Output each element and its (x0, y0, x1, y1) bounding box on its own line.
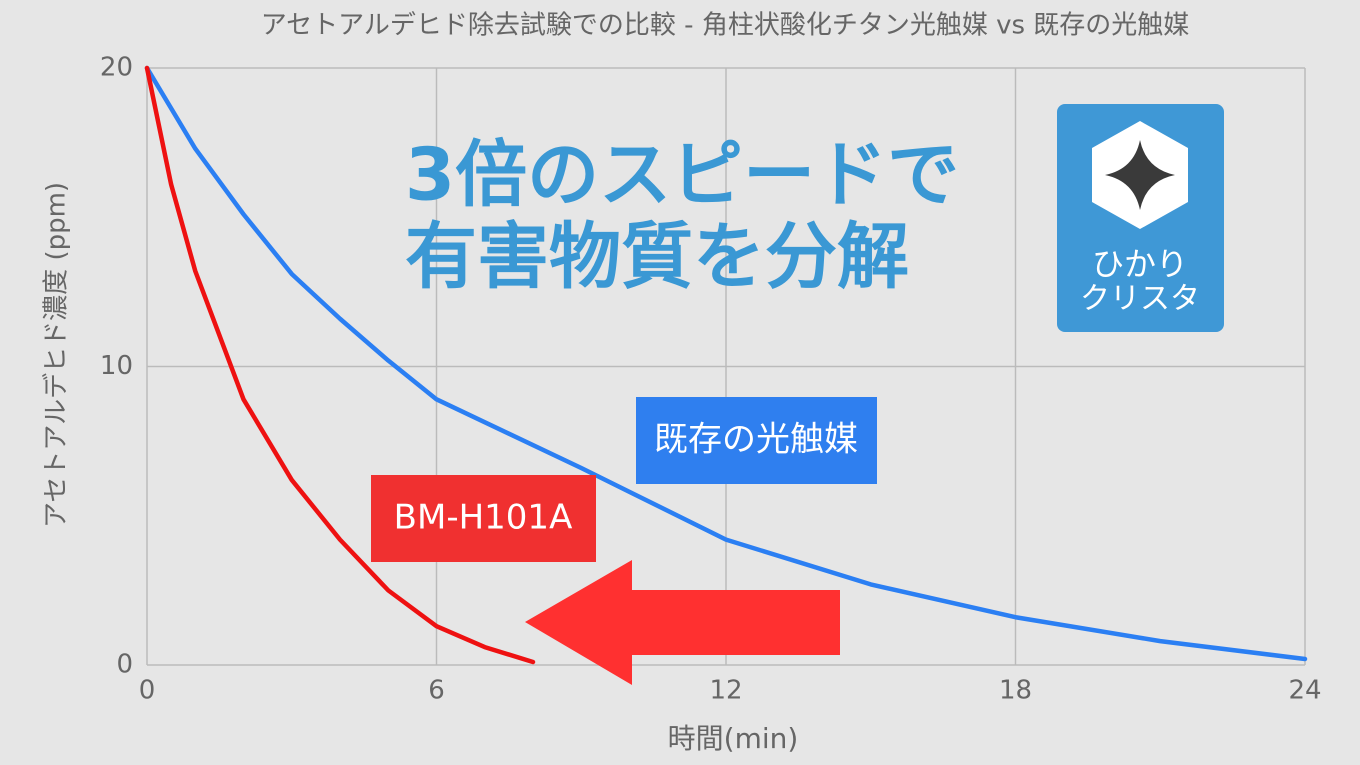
x-tick-label: 0 (139, 676, 156, 706)
x-tick-label: 24 (1288, 676, 1321, 706)
arrow (525, 560, 840, 685)
series-line (144, 65, 536, 665)
x-tick-label: 6 (428, 676, 445, 706)
series-label: 既存の光触媒 (654, 420, 858, 460)
logo-text: クリスタ (1080, 282, 1200, 317)
headline: 3倍のスピードで (405, 133, 959, 217)
label-box (636, 397, 877, 484)
grid: 0 6 12 18 24 0 10 20 (100, 53, 1322, 706)
lines (144, 65, 1308, 665)
logo: ひかり クリスタ (1057, 104, 1224, 332)
series-line (144, 65, 1308, 662)
x-tick-label: 18 (999, 676, 1032, 706)
y-axis-label: アセトアルデヒド濃度 (ppm) (42, 182, 72, 528)
y-tick-label: 10 (100, 351, 133, 381)
y-tick-label: 0 (116, 650, 133, 680)
series-label: BM-H101A (394, 498, 573, 538)
chart-title: アセトアルデヒド除去試験での比較 - 角柱状酸化チタン光触媒 vs 既存の光触媒 (261, 11, 1190, 41)
headline: 有害物質を分解 (405, 215, 909, 299)
x-axis-label: 時間(min) (668, 722, 799, 755)
x-tick-label: 12 (709, 676, 742, 706)
y-tick-label: 20 (100, 53, 133, 83)
logo-star (1105, 140, 1175, 210)
label-box (371, 475, 596, 562)
logo-text: ひかり (1092, 245, 1188, 283)
